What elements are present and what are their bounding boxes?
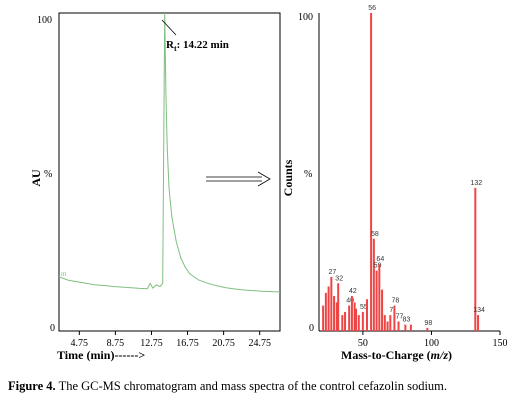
ms-peak-label: 32 xyxy=(335,275,343,282)
ms-xtick-label: 50 xyxy=(358,338,368,349)
retention-time-label: Rt: 14.22 min xyxy=(166,39,229,53)
ms-peak-label: 59 xyxy=(374,263,382,270)
retention-time-pointer xyxy=(161,19,177,36)
chromatogram-ytick-0: 0 xyxy=(50,323,55,334)
chromatogram-xtick-label: 20.75 xyxy=(212,338,235,349)
chromatogram-plot xyxy=(58,12,281,293)
ms-ytick-0: 0 xyxy=(309,323,314,334)
chromatogram-corner-label: m xyxy=(61,270,67,278)
ms-peak-label: 58 xyxy=(371,231,379,238)
chromatogram-xtick-label: 16.75 xyxy=(176,338,199,349)
chromatogram-xticks: 4.75 8.75 12.75 16.75 20.75 24.75 xyxy=(71,331,271,349)
caption-text: The GC-MS chromatogram and mass spectra … xyxy=(58,379,448,393)
ms-peak-label: 134 xyxy=(473,307,485,314)
ms-xtick-label: 100 xyxy=(424,338,439,349)
chromatogram-trace xyxy=(58,12,281,293)
chromatogram-ylabel: AU xyxy=(29,169,43,187)
chromatogram-frame xyxy=(58,12,281,332)
figure-caption: Figure 4. The GC-MS chromatogram and mas… xyxy=(8,379,528,394)
chromatogram-ytick-100: 100 xyxy=(37,15,52,26)
ms-peak-label: 77 xyxy=(396,313,404,320)
ms-peak-label: 27 xyxy=(328,269,336,276)
chromatogram-xtick-label: 4.75 xyxy=(71,338,89,349)
ms-peak-label: 132 xyxy=(470,180,482,187)
ms-peak-label: 55 xyxy=(360,304,368,311)
ms-xlabel-italic: m/z xyxy=(431,348,449,362)
ms-xtick-label: 150 xyxy=(493,338,508,349)
ms-peak-label: 42 xyxy=(349,288,357,295)
chromatogram-xtick-label: 12.75 xyxy=(140,338,163,349)
chromatogram-xtick-label: 8.75 xyxy=(107,338,125,349)
ms-ylabel: Counts xyxy=(281,159,295,196)
ms-peak-label: 64 xyxy=(376,256,384,263)
chromatogram-xlabel: Time (min)------> xyxy=(57,348,145,362)
rt-sub: t xyxy=(174,44,177,53)
chromatogram-ytick-percent: % xyxy=(44,169,52,180)
ms-peak-label: 7 xyxy=(389,307,393,314)
ms-ytick-percent: % xyxy=(304,169,312,180)
transition-arrow-icon xyxy=(206,171,271,187)
ms-peak-label: 98 xyxy=(424,320,432,327)
ms-xlabel-prefix: Mass-to-Charge ( xyxy=(341,348,431,362)
ms-peak-label: 40 xyxy=(346,298,354,305)
rt-prefix: R xyxy=(166,39,175,51)
ms-peak-label: 56 xyxy=(368,5,376,12)
ms-peak-label: 83 xyxy=(402,317,410,324)
ms-xlabel: Mass-to-Charge (m/z) xyxy=(341,348,452,362)
ms-ytick-100: 100 xyxy=(298,12,313,23)
ms-peak-label: 78 xyxy=(392,298,400,305)
chromatogram-xtick-label: 24.75 xyxy=(248,338,271,349)
ms-xlabel-suffix: ) xyxy=(448,348,452,362)
rt-suffix: : 14.22 min xyxy=(177,39,229,51)
chromatogram-panel: AU 100 % 0 4.75 8.75 12.75 16.75 20.75 24.75 … xyxy=(29,12,281,362)
ms-xticks: 50 100 150 xyxy=(358,331,508,349)
caption-label: Figure 4. xyxy=(8,379,56,393)
